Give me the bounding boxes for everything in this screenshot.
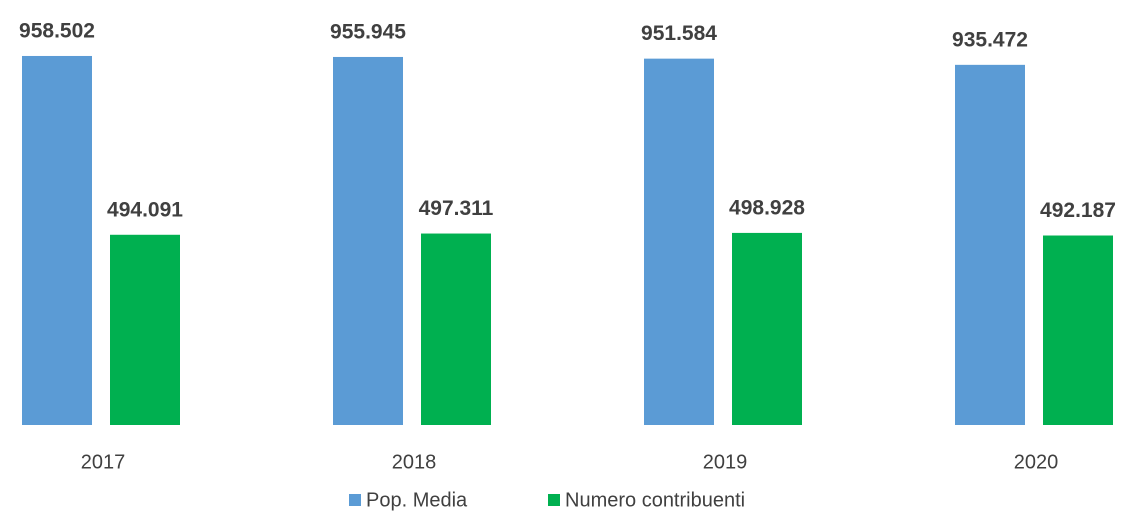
bar [333,56,403,425]
x-tick-label: 2017 [81,451,126,473]
bar [421,233,491,425]
x-tick-label: 2020 [1014,451,1059,473]
bar [732,232,802,425]
bar [1043,235,1113,425]
x-tick-label: 2019 [703,451,748,473]
legend-swatch [548,494,560,506]
value-label: 955.945 [330,21,406,44]
bar [644,58,714,425]
value-label: 497.311 [419,197,494,220]
x-tick-label: 2018 [392,451,437,473]
value-label: 935.472 [952,28,1028,51]
value-label: 492.187 [1040,199,1116,222]
bar [22,55,92,425]
bar [110,234,180,425]
bar [955,64,1025,426]
legend-label: Pop. Media [366,489,468,511]
value-label: 498.928 [729,196,805,219]
legend-swatch [349,494,361,506]
legend-label: Numero contribuenti [565,489,745,511]
value-label: 494.091 [107,198,183,221]
value-label: 958.502 [19,20,95,43]
value-label: 951.584 [641,22,717,45]
